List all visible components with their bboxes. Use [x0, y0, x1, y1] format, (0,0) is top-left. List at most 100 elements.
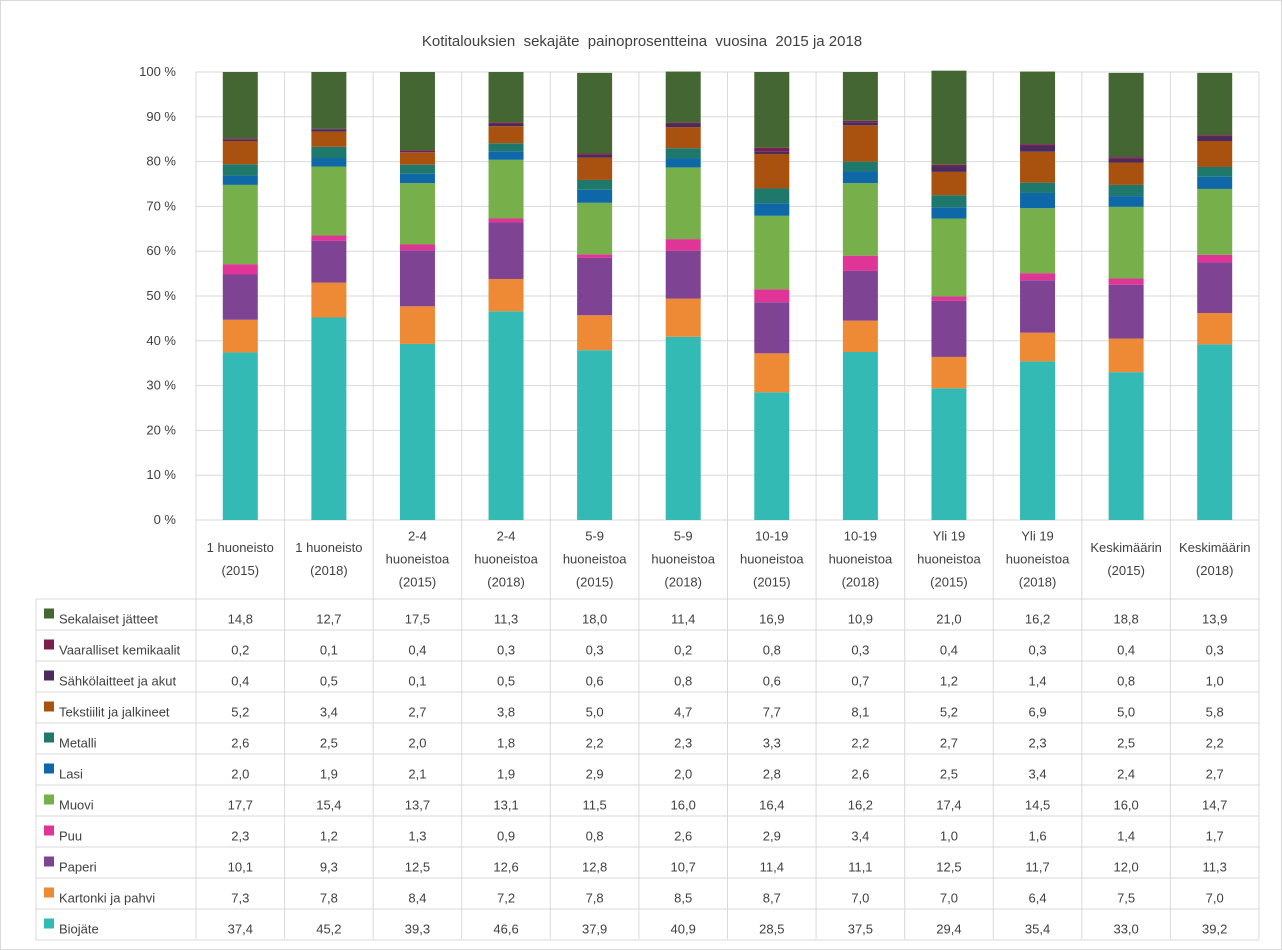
bar-segment — [665, 239, 701, 251]
category-label: 10-19 — [844, 529, 877, 544]
category-label: huoneistoa — [740, 552, 804, 567]
data-label: 13,9 — [1202, 612, 1227, 627]
data-label: 11,5 — [582, 798, 606, 813]
bar-stack — [842, 72, 878, 520]
bar-segment — [311, 146, 347, 159]
data-label: 7,8 — [320, 891, 338, 906]
data-label: 0,3 — [497, 643, 515, 658]
y-tick-label: 60 % — [146, 243, 176, 258]
data-label: 0,8 — [763, 643, 781, 658]
bar-stack — [665, 71, 701, 520]
bar-segment — [754, 289, 790, 303]
data-label: 0,8 — [586, 829, 604, 844]
bar-segment — [488, 143, 524, 152]
bar-segment — [665, 148, 701, 159]
bar-segment — [222, 139, 258, 141]
data-label: 0,9 — [497, 829, 515, 844]
bar-stack — [1197, 72, 1233, 520]
legend-swatch — [44, 825, 54, 836]
data-label: 5,0 — [586, 705, 604, 720]
data-label: 5,2 — [940, 705, 958, 720]
category-label: Yli 19 — [933, 529, 966, 544]
data-label: 12,8 — [582, 860, 607, 875]
data-label: 0,8 — [1117, 674, 1135, 689]
bar-segment — [931, 296, 967, 301]
bar-segment — [665, 127, 701, 149]
table-row: Muovi 17,7 15,4 13,7 13,1 11,5 16,0 16,4 16,2 17,… — [44, 794, 1227, 813]
data-label: 7,0 — [940, 891, 958, 906]
bar-segment — [842, 125, 878, 162]
data-label: 13,1 — [493, 798, 518, 813]
bar-segment — [399, 244, 435, 251]
bar-segment — [1197, 135, 1233, 137]
legend-swatch — [44, 918, 54, 929]
data-label: 11,3 — [1203, 860, 1227, 875]
bar-stack — [577, 72, 613, 520]
data-label: 21,0 — [936, 612, 961, 627]
bar-segment — [488, 151, 524, 160]
bar-segment — [488, 218, 524, 223]
category-label: 1 huoneisto — [295, 540, 362, 555]
bar-segment — [754, 353, 790, 393]
bar-segment — [311, 131, 347, 147]
bar-segment — [1020, 182, 1056, 193]
category-label: huoneistoa — [651, 552, 715, 567]
category-label: huoneistoa — [829, 552, 893, 567]
y-tick-label: 100 % — [139, 64, 176, 79]
bar-segment — [222, 164, 258, 176]
category-label: 2-4 — [497, 529, 516, 544]
bar-segment — [754, 203, 790, 216]
data-label: 8,7 — [763, 891, 781, 906]
bar-segment — [842, 171, 878, 184]
data-label: 2,2 — [586, 736, 604, 751]
bar-segment — [931, 171, 967, 196]
data-label: 1,2 — [320, 829, 338, 844]
data-label: 0,3 — [851, 643, 869, 658]
bar-segment — [311, 129, 347, 132]
bar-segment — [1020, 71, 1056, 145]
bar-segment — [399, 306, 435, 344]
table-row: Tekstiilit ja jalkineet 5,2 3,4 2,7 3,8 5,0 4,… — [44, 701, 1224, 720]
data-label: 18,8 — [1113, 612, 1138, 627]
bar-segment — [577, 153, 613, 155]
category-label: huoneistoa — [474, 552, 538, 567]
data-label: 3,3 — [763, 736, 781, 751]
data-label: 0,5 — [497, 674, 515, 689]
bar-segment — [488, 123, 524, 127]
y-tick-label: 10 % — [146, 467, 176, 482]
data-label: 15,4 — [316, 798, 341, 813]
category-label: 10-19 — [755, 529, 788, 544]
data-label: 0,1 — [408, 674, 426, 689]
data-label: 7,8 — [586, 891, 604, 906]
category-label: (2015) — [222, 563, 260, 578]
bar-segment — [1197, 136, 1233, 141]
data-label: 12,0 — [1113, 860, 1138, 875]
data-label: 0,3 — [1029, 643, 1047, 658]
data-label: 33,0 — [1113, 922, 1138, 937]
bar-segment — [665, 158, 701, 168]
legend-swatch — [44, 732, 54, 743]
bar-segment — [754, 147, 790, 152]
legend-label: Vaaralliset kemikaalit — [59, 643, 181, 658]
bar-segment — [1108, 196, 1144, 207]
category-label: huoneistoa — [917, 552, 981, 567]
data-label: 3,4 — [320, 705, 338, 720]
data-label: 2,3 — [1029, 736, 1047, 751]
bar-segment — [577, 257, 613, 316]
bar-segment — [222, 319, 258, 353]
table-row: Lasi 2,0 1,9 2,1 1,9 2,9 2,0 2,8 2,6 2,5 3,4 2,4 2,7 — [44, 763, 1224, 782]
bar-segment — [931, 164, 967, 167]
data-label: 3,4 — [1029, 767, 1047, 782]
data-label: 2,5 — [1117, 736, 1135, 751]
bar-segment — [222, 175, 258, 185]
data-label: 12,5 — [936, 860, 961, 875]
bar-segment — [754, 302, 790, 354]
data-label: 11,4 — [671, 612, 695, 627]
legend-label: Muovi — [59, 798, 94, 813]
category-label: (2018) — [842, 575, 880, 590]
bar-segment — [577, 254, 613, 258]
data-label: 0,4 — [940, 643, 958, 658]
data-label: 35,4 — [1025, 922, 1050, 937]
bar-segment — [1108, 162, 1144, 185]
category-label: (2018) — [1196, 563, 1234, 578]
